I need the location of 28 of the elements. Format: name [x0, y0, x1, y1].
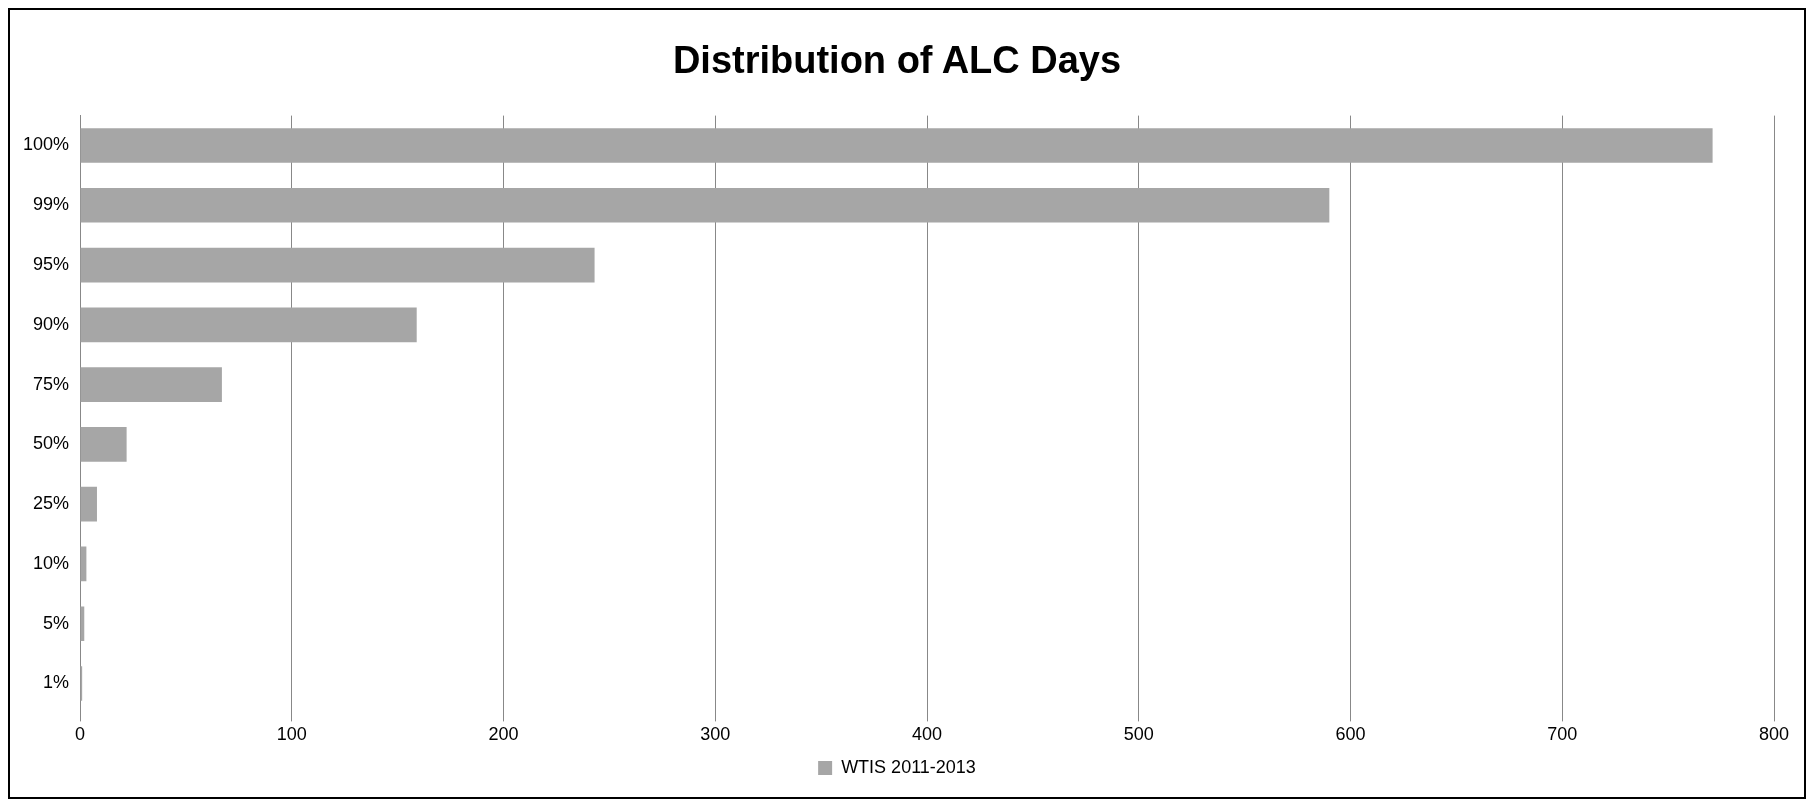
y-tick-label: 10%: [33, 552, 70, 573]
y-tick-label: 1%: [43, 672, 70, 693]
x-tick-label: 0: [75, 724, 86, 745]
bar: [80, 247, 595, 283]
bar: [80, 128, 1713, 163]
y-tick-label: 50%: [33, 433, 70, 454]
y-tick-label: 75%: [33, 373, 70, 394]
y-tick-label: 5%: [43, 612, 70, 633]
bar: [80, 187, 1330, 223]
x-tick-label: 300: [700, 724, 731, 745]
x-tick-label: 700: [1547, 724, 1578, 745]
x-tick-label: 400: [912, 724, 943, 745]
chart-title: Distribution of ALC Days: [672, 39, 1122, 82]
x-tick-label: 100: [276, 724, 307, 745]
bar: [80, 486, 97, 522]
legend-label: WTIS 2011-2013: [841, 756, 976, 777]
x-tick-label: 200: [488, 724, 519, 745]
bar: [80, 367, 222, 402]
y-tick-label: 90%: [33, 313, 70, 334]
x-tick-label: 500: [1123, 724, 1154, 745]
bar: [80, 307, 417, 343]
x-tick-label: 600: [1335, 724, 1366, 745]
x-tick-label: 800: [1758, 724, 1790, 745]
y-tick-label: 25%: [33, 493, 70, 514]
y-tick-label: 95%: [33, 254, 70, 275]
bar: [80, 427, 127, 462]
y-tick-label: 99%: [33, 194, 70, 215]
y-tick-label: 100%: [22, 134, 70, 155]
